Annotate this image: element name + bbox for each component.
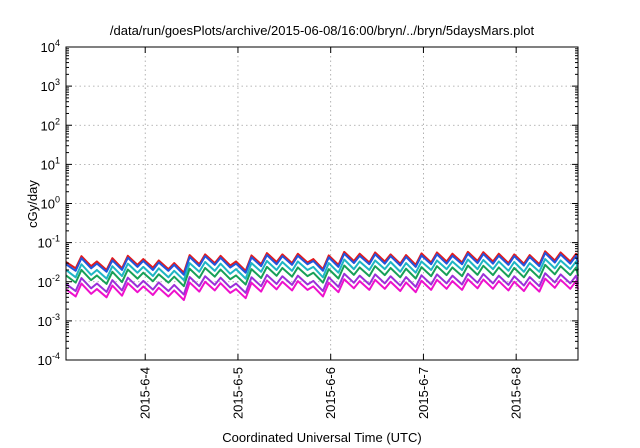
- y-tick-label: 102: [41, 116, 60, 133]
- series-line-5: [65, 272, 579, 296]
- y-tick-label: 10-4: [38, 351, 60, 368]
- y-tick-label: 101: [41, 155, 60, 172]
- y-tick-label: 10-2: [38, 273, 60, 290]
- y-axis-label: cGy/day: [25, 180, 40, 228]
- y-tick-label: 10-3: [38, 312, 60, 329]
- grid-layer: [66, 47, 578, 360]
- x-tick-label: 2015-6-7: [416, 367, 431, 419]
- x-tick-label: 2015-6-6: [323, 367, 338, 419]
- x-axis-label: Coordinated Universal Time (UTC): [222, 430, 421, 445]
- y-tick-label: 104: [41, 38, 60, 55]
- ticks-layer: [66, 46, 578, 361]
- chart-title: /data/run/goesPlots/archive/2015-06-08/1…: [110, 23, 535, 38]
- series-line-6: [65, 277, 579, 302]
- series-layer: [65, 250, 579, 302]
- x-tick-label: 2015-6-4: [138, 367, 153, 419]
- series-line-3: [65, 258, 579, 282]
- series-line-4: [65, 263, 579, 288]
- series-line-2: [65, 252, 579, 276]
- tick-labels: 10-4 10-3 10-2 10-1 100 101 102 103 104 2015-6-4 2…: [38, 38, 524, 419]
- x-tick-label: 2015-6-5: [230, 367, 245, 419]
- x-tick-label: 2015-6-8: [509, 367, 524, 419]
- y-tick-label: 10-1: [38, 234, 60, 251]
- y-tick-label: 100: [41, 195, 60, 212]
- y-tick-label: 103: [41, 77, 60, 94]
